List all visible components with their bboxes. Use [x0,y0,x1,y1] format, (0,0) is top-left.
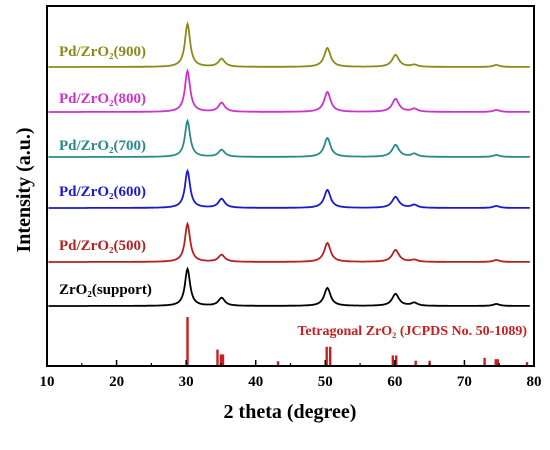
series-label: ZrO₂(support) [59,282,152,298]
reference-line [221,354,225,365]
x-tick-label: 40 [248,374,263,390]
reference-line [219,354,223,365]
x-tick-label: 30 [179,374,194,390]
series-line [48,266,530,307]
reference-line [428,360,431,365]
reference-line [494,359,497,365]
x-axis-label: 2 theta (degree) [224,401,357,423]
series-label: Pd/ZrO₂(900) [59,44,146,60]
x-tick-label: 70 [457,374,472,390]
reference-line [395,355,398,365]
x-tick-label: 50 [318,374,333,390]
reference-line [496,359,499,365]
x-axis: 10 20 30 40 50 60 70 80 [40,360,542,390]
reference-layer: Tetragonal ZrO₂ (JCPDS No. 50-1089) [186,317,529,365]
reference-line [329,346,332,365]
series-label: Pd/ZrO₂(500) [59,238,146,254]
series-layer: ZrO₂(support) Pd/ZrO₂(500) Pd/ZrO₂(600) Pd/… [48,21,530,307]
reference-line [414,360,417,365]
reference-line [216,349,219,365]
series-line [48,68,530,113]
series-line [48,21,530,68]
x-tick-label: 60 [387,374,402,390]
reference-line [525,362,529,365]
x-tick-label: 10 [40,374,55,390]
x-tick-label: 20 [109,374,124,390]
y-axis-label: Intensity (a.u.) [13,127,35,252]
series-line [48,118,530,158]
series-line [48,221,530,263]
x-tick-label: 80 [527,374,542,390]
series-line [48,168,530,209]
series-label: Pd/ZrO₂(600) [59,184,146,200]
reference-line [391,355,394,365]
reference-label: Tetragonal ZrO₂ (JCPDS No. 50-1089) [297,324,527,339]
series-label: Pd/ZrO₂(800) [59,91,146,107]
reference-line [276,361,280,365]
series-label: Pd/ZrO₂(700) [59,138,146,154]
reference-line [483,357,486,365]
reference-line [186,317,189,365]
reference-line [325,346,328,365]
